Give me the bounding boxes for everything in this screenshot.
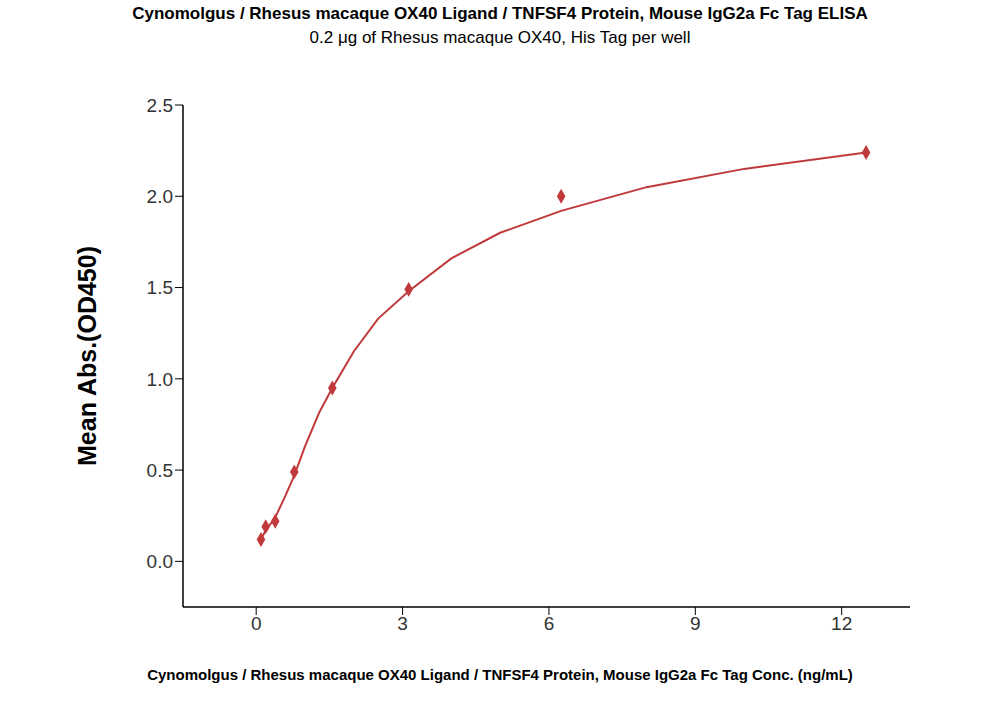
svg-text:1.0: 1.0 <box>147 369 173 390</box>
html-text:Cynomolgus / Rhesus macaque OX: Cynomolgus / Rhesus macaque OX40 Ligand … <box>147 666 853 683</box>
svg-text:1.5: 1.5 <box>147 277 173 298</box>
html-text:0.2 μg of Rhesus macaque OX40,: 0.2 μg of Rhesus macaque OX40, His Tag p… <box>309 28 691 47</box>
svg-text:9: 9 <box>690 613 701 634</box>
svg-text:2.5: 2.5 <box>147 95 173 116</box>
svg-text:12: 12 <box>831 613 852 634</box>
svg-text:0: 0 <box>251 613 262 634</box>
svg-text:0.0: 0.0 <box>147 551 173 572</box>
svg-text:3: 3 <box>397 613 408 634</box>
html-text:Cynomolgus / Rhesus macaque OX: Cynomolgus / Rhesus macaque OX40 Ligand … <box>132 4 868 23</box>
html-text:Mean Abs.(OD450): Mean Abs.(OD450) <box>72 246 101 466</box>
svg-text:2.0: 2.0 <box>147 186 173 207</box>
svg-text:0.5: 0.5 <box>147 460 173 481</box>
svg-text:6: 6 <box>544 613 555 634</box>
